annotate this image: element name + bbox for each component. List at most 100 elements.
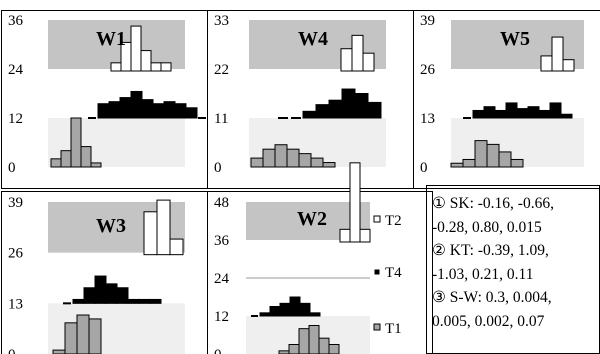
t4-bar: [97, 103, 110, 119]
chart-panel-w4: 0 11 22 33 W4: [207, 10, 414, 189]
t2-bar: [362, 52, 375, 72]
y-tick-label: 36: [8, 13, 24, 29]
t1-bar: [288, 344, 300, 354]
statistics-notes: ① SK: -0.16, -0.66, -0.28, 0.80, 0.015 ②…: [432, 192, 600, 333]
panel-title: W5: [500, 28, 530, 50]
t4-bar: [259, 312, 271, 317]
t4-bar: [108, 101, 121, 119]
t1-bar: [308, 325, 320, 354]
t2-bar: [130, 25, 142, 72]
t4-bar: [88, 117, 96, 119]
t1-bar: [52, 349, 66, 354]
panel-title: W1: [96, 28, 126, 50]
y-tick-label: 22: [214, 62, 229, 78]
t2-bar: [150, 62, 162, 72]
t1-bar: [298, 153, 312, 168]
t2-bar: [562, 59, 575, 72]
t4-bar: [72, 298, 85, 304]
t1-bar: [70, 117, 82, 168]
t4-bar: [141, 99, 154, 119]
t4-bar: [278, 117, 288, 119]
t1-bar: [76, 314, 90, 354]
t4-bar: [538, 109, 551, 119]
t1-bar: [474, 140, 488, 168]
t4-bar: [185, 107, 198, 119]
t4-bar: [127, 298, 140, 304]
legend-swatch: [373, 323, 381, 331]
y-tick-label: 12: [214, 309, 229, 325]
t1-bar: [510, 158, 524, 168]
t4-bar: [527, 106, 540, 119]
notes-line-2: -0.28, 0.80, 0.015: [432, 218, 542, 236]
y-tick-label: 0: [420, 160, 428, 176]
mid-gridline: [246, 277, 370, 279]
chart-panel-w2: 0 12 24 36 48 W2 T2 T4 T1: [207, 162, 433, 354]
y-tick-label: 39: [8, 195, 23, 211]
legend-swatch: [373, 215, 381, 223]
t4-bar: [299, 302, 311, 317]
t1-bar: [262, 148, 276, 168]
t4-bar: [63, 302, 71, 305]
t4-bar: [83, 287, 96, 304]
legend-label: T4: [385, 265, 402, 281]
t4-bar: [149, 298, 162, 304]
t2-bar: [339, 228, 351, 243]
t4-bar: [163, 101, 176, 119]
y-tick-label: 24: [214, 271, 230, 287]
notes-line-6: 0.005, 0.002, 0.07: [432, 312, 545, 330]
t2-bar: [359, 228, 371, 243]
t1-bar: [450, 162, 464, 168]
t4-bar: [516, 108, 529, 119]
t1-bar: [318, 337, 330, 354]
chart-panel-w3: 0 13 26 39 W3: [1, 191, 208, 354]
t1-bar: [298, 328, 310, 354]
legend-label: T1: [385, 321, 402, 337]
t1-bar: [64, 322, 78, 354]
t4-bar: [505, 102, 518, 119]
t4-bar: [269, 306, 281, 317]
t1-bar: [286, 148, 300, 168]
t1-bar: [274, 144, 288, 168]
t4-bar: [483, 106, 496, 119]
panel-title: W2: [297, 208, 327, 230]
t1-bar: [50, 158, 62, 168]
t1-bar: [328, 344, 340, 354]
y-tick-label: 0: [214, 160, 222, 176]
y-tick-label: 26: [8, 246, 24, 262]
t2-bar: [169, 238, 184, 256]
t4-bar: [472, 109, 485, 119]
legend-label: T2: [385, 213, 402, 229]
t4-bar: [309, 312, 321, 317]
notes-line-4: -1.03, 0.21, 0.11: [432, 265, 534, 283]
t2-bar: [143, 211, 158, 256]
t1-bar: [88, 318, 102, 354]
t4-bar: [130, 90, 143, 119]
t4-bar: [494, 109, 507, 119]
chart-panel-w1: 0 12 24 36 W1: [1, 10, 208, 189]
t4-bar: [341, 88, 356, 119]
t4-bar: [328, 99, 343, 119]
legend-swatch: [374, 269, 380, 275]
t2-bar: [160, 62, 172, 72]
y-tick-label: 12: [8, 111, 23, 127]
t4-bar: [289, 296, 301, 317]
y-tick-label: 11: [214, 111, 228, 127]
y-tick-label: 13: [420, 111, 435, 127]
t4-bar: [463, 117, 471, 119]
t4-bar: [116, 287, 129, 304]
notes-line-3: ② KT: -0.39, 1.09,: [432, 242, 549, 259]
t4-bar: [291, 117, 301, 119]
t4-bar: [198, 117, 206, 119]
t2-bar: [551, 36, 564, 72]
lower-band: [451, 118, 584, 167]
y-tick-label: 0: [8, 160, 16, 176]
panel-title: W3: [96, 215, 126, 237]
t4-bar: [367, 101, 382, 119]
chart-panel-w5: 0 13 26 39 W5: [413, 10, 600, 189]
t1-bar: [60, 150, 72, 168]
t2-bar: [540, 55, 553, 72]
y-tick-label: 0: [8, 347, 16, 354]
t1-bar: [498, 151, 512, 168]
t4-bar: [549, 102, 562, 119]
